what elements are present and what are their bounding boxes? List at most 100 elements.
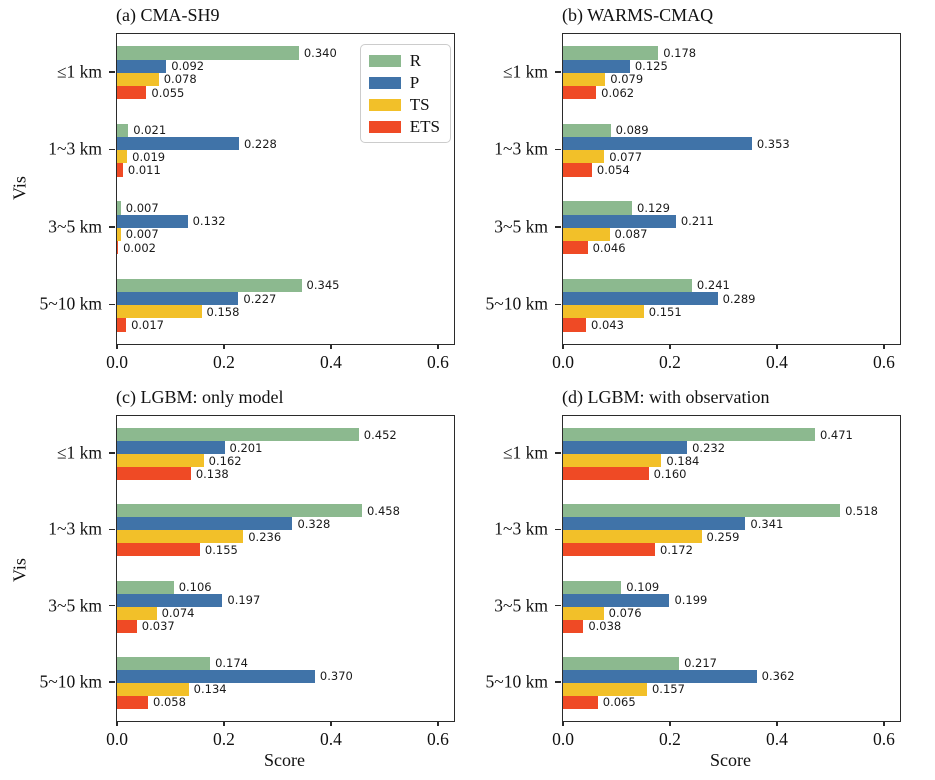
- bar-ETS: [117, 619, 137, 633]
- y-tick: [555, 148, 561, 150]
- bar-R: [563, 428, 815, 442]
- bar-TS: [563, 227, 610, 241]
- bar-value-label: 0.078: [163, 72, 197, 87]
- bar-TS: [563, 606, 604, 620]
- bar-R: [563, 656, 680, 670]
- bar-P: [117, 137, 239, 151]
- y-tick: [109, 226, 115, 228]
- panel-c: (c) LGBM: only model 0.452 0.201 0.162 0.13…: [40, 387, 455, 749]
- bar-value-label: 0.134: [193, 682, 227, 697]
- x-tick: [330, 721, 332, 726]
- bar-ETS: [563, 467, 649, 481]
- y-tick: [555, 452, 561, 454]
- legend-swatch-TS: [368, 98, 401, 111]
- bar-TS: [563, 305, 644, 319]
- bar-ETS: [563, 85, 597, 100]
- bar-value-label: 0.471: [819, 427, 853, 442]
- x-tick-label: 0.4: [320, 729, 342, 749]
- bar-value-label: 0.340: [303, 45, 337, 60]
- bar-value-label: 0.289: [722, 291, 756, 306]
- bar-P: [117, 292, 239, 306]
- bar-P: [117, 59, 167, 73]
- x-tick-label: 0.6: [427, 352, 449, 372]
- y-tick: [555, 303, 561, 305]
- legend-entry-TS: TS: [368, 96, 440, 113]
- legend-label: R: [409, 51, 422, 70]
- x-tick: [562, 721, 564, 726]
- bar-TS: [117, 530, 244, 544]
- bar-R: [117, 656, 211, 670]
- bar-value-label: 0.065: [602, 695, 636, 710]
- x-tick: [669, 344, 671, 349]
- bar-TS: [117, 72, 159, 86]
- bar-ETS: [563, 543, 655, 557]
- bar-R: [563, 504, 841, 518]
- bar-value-label: 0.079: [610, 72, 644, 87]
- x-tick: [116, 721, 118, 726]
- bar-value-label: 0.241: [696, 278, 730, 293]
- bar-value-label: 0.259: [706, 529, 740, 544]
- bar-TS: [117, 606, 157, 620]
- category-label: 3~5 km: [494, 216, 548, 237]
- panel-b-plot-area: 0.178 0.125 0.079 0.062 0.089 0.353 0.077 0.054…: [552, 33, 901, 372]
- bar-R: [563, 580, 622, 594]
- bar-value-label: 0.155: [204, 542, 238, 557]
- bar-ETS: [117, 240, 119, 255]
- x-axis-label-panel-c: Score: [264, 750, 305, 770]
- bar-R: [117, 278, 302, 293]
- x-tick-label: 0.4: [766, 352, 788, 372]
- bar-P: [563, 669, 757, 683]
- bar-value-label: 0.345: [306, 278, 340, 293]
- bar-value-label: 0.092: [171, 59, 205, 74]
- bar-P: [117, 441, 225, 455]
- bar-value-label: 0.007: [125, 227, 159, 242]
- bar-R: [563, 201, 632, 215]
- y-tick: [555, 528, 561, 531]
- bar-value-label: 0.058: [153, 695, 186, 710]
- bar-value-label: 0.138: [195, 466, 229, 481]
- panel-b-title: (b) WARMS-CMAQ: [562, 5, 714, 25]
- bar-value-label: 0.458: [366, 503, 400, 518]
- panel-a-title: (a) CMA-SH9: [116, 5, 220, 25]
- legend: R P TS ETS: [359, 44, 451, 143]
- bar-value-label: 0.201: [229, 440, 263, 455]
- bar-value-label: 0.362: [761, 669, 795, 684]
- bar-value-label: 0.062: [601, 85, 635, 100]
- category-label: ≤1 km: [502, 442, 548, 463]
- bar-value-label: 0.341: [750, 516, 784, 531]
- bar-P: [117, 517, 293, 531]
- x-tick: [669, 721, 671, 726]
- bar-value-label: 0.151: [648, 304, 682, 319]
- category-label: 5~10 km: [485, 671, 548, 692]
- bar-R: [117, 46, 299, 60]
- bar-R: [117, 428, 359, 442]
- x-tick: [437, 721, 439, 726]
- panel-d: (d) LGBM: with observation 0.471 0.232 0.1…: [486, 387, 901, 749]
- x-tick: [776, 721, 778, 726]
- category-label: 5~10 km: [39, 671, 102, 692]
- bar-P: [117, 669, 315, 683]
- bar-value-label: 0.089: [615, 123, 649, 138]
- legend-swatch-ETS: [368, 120, 401, 133]
- bar-value-label: 0.021: [133, 123, 167, 138]
- bar-ETS: [563, 240, 588, 255]
- bar-value-label: 0.158: [206, 304, 240, 319]
- y-tick: [109, 681, 115, 683]
- category-label: 1~3 km: [494, 138, 548, 159]
- x-tick: [562, 344, 564, 349]
- category-label: 5~10 km: [39, 293, 102, 314]
- legend-swatch-R: [368, 54, 401, 67]
- bar-ETS: [117, 695, 149, 709]
- bar-value-label: 0.227: [243, 291, 277, 306]
- bar-R: [117, 504, 362, 518]
- y-tick: [555, 226, 561, 228]
- bar-value-label: 0.054: [596, 163, 630, 177]
- y-tick: [109, 148, 115, 150]
- bar-value-label: 0.518: [845, 503, 879, 518]
- bar-TS: [117, 227, 121, 241]
- bar-value-label: 0.211: [680, 214, 714, 229]
- bar-value-label: 0.011: [127, 163, 161, 177]
- bar-P: [117, 214, 188, 228]
- y-tick: [109, 303, 115, 305]
- x-tick: [437, 344, 439, 349]
